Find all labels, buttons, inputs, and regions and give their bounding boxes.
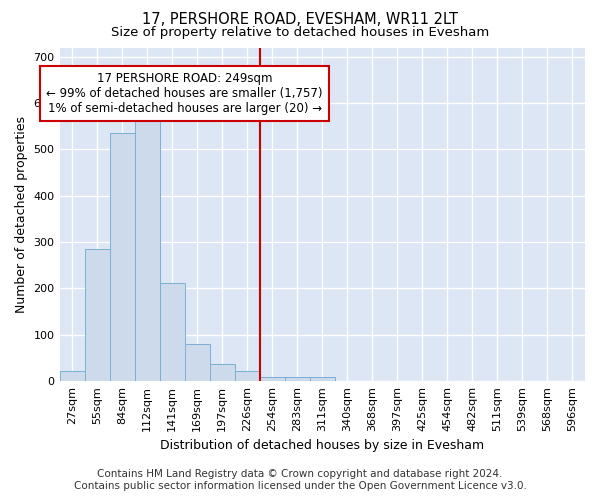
Bar bbox=[209, 364, 235, 381]
Text: 17, PERSHORE ROAD, EVESHAM, WR11 2LT: 17, PERSHORE ROAD, EVESHAM, WR11 2LT bbox=[142, 12, 458, 28]
Bar bbox=[160, 283, 185, 381]
Bar bbox=[110, 133, 134, 381]
Bar bbox=[59, 371, 85, 381]
Bar bbox=[285, 376, 310, 381]
Text: Contains HM Land Registry data © Crown copyright and database right 2024.
Contai: Contains HM Land Registry data © Crown c… bbox=[74, 470, 526, 491]
Bar bbox=[134, 112, 160, 381]
X-axis label: Distribution of detached houses by size in Evesham: Distribution of detached houses by size … bbox=[160, 440, 484, 452]
Bar bbox=[185, 344, 209, 381]
Y-axis label: Number of detached properties: Number of detached properties bbox=[15, 116, 28, 313]
Text: Size of property relative to detached houses in Evesham: Size of property relative to detached ho… bbox=[111, 26, 489, 39]
Text: 17 PERSHORE ROAD: 249sqm
← 99% of detached houses are smaller (1,757)
1% of semi: 17 PERSHORE ROAD: 249sqm ← 99% of detach… bbox=[46, 72, 323, 114]
Bar bbox=[85, 249, 110, 381]
Bar bbox=[310, 376, 335, 381]
Bar bbox=[260, 376, 285, 381]
Bar bbox=[235, 371, 260, 381]
